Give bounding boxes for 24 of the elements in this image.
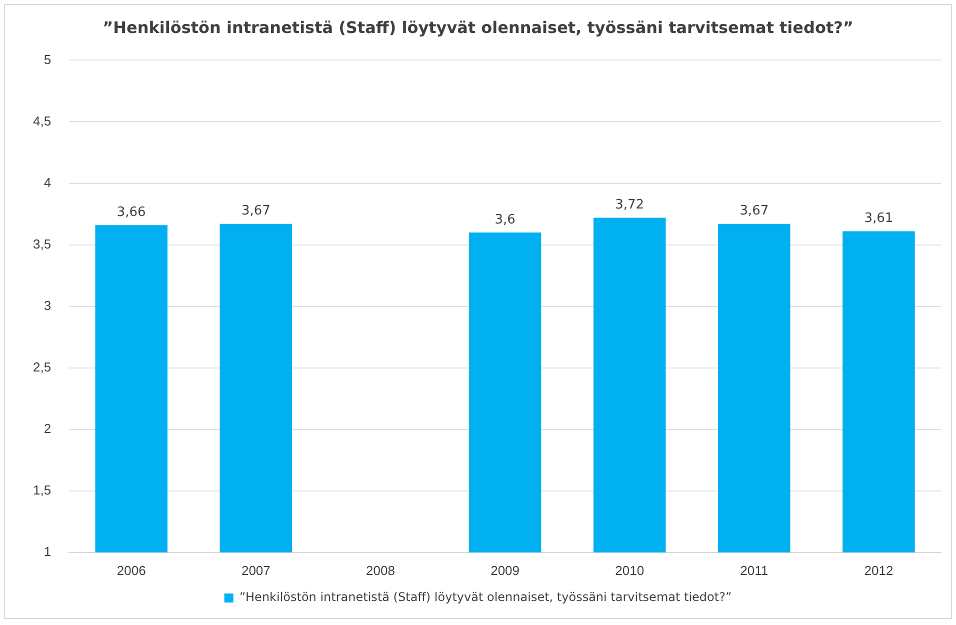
data-label: 3,6 [494, 212, 516, 228]
data-label: 3,67 [241, 204, 270, 219]
data-label: 3,66 [116, 204, 146, 220]
y-tick-label: 3,5 [32, 236, 52, 252]
data-label: 3,72 [615, 198, 644, 213]
y-tick-label: 4,5 [32, 113, 52, 128]
x-tick-label: 2009 [490, 562, 520, 578]
x-tick-label: 2008 [366, 562, 395, 578]
x-tick-label: 2010 [615, 562, 644, 578]
x-tick-label: 2006 [116, 562, 146, 578]
x-tick-label: 2011 [740, 562, 768, 578]
y-tick-label: 5 [44, 52, 52, 67]
x-tick-label: 2007 [241, 562, 270, 578]
data-label: 3,61 [864, 211, 894, 226]
y-tick-label: 1 [44, 544, 52, 559]
y-tick-label: 2,5 [32, 359, 52, 374]
legend-label: ”Henkilöstön intranetistä (Staff) löytyvät olennaiset, työssäni tarvitsemat tiedot?” [239, 590, 732, 604]
data-label: 3,67 [740, 204, 769, 219]
x-tick-label: 2012 [864, 562, 894, 578]
y-tick-label: 2 [44, 420, 52, 436]
chart-title: ”Henkilöstön intranetistä (Staff) löytyvät olennaiset, työssäni tarvitsemat tiedot?” [102, 18, 854, 37]
y-tick-label: 1,5 [32, 482, 52, 498]
y-tick-label: 4 [44, 174, 52, 190]
y-tick-label: 3 [44, 298, 52, 313]
